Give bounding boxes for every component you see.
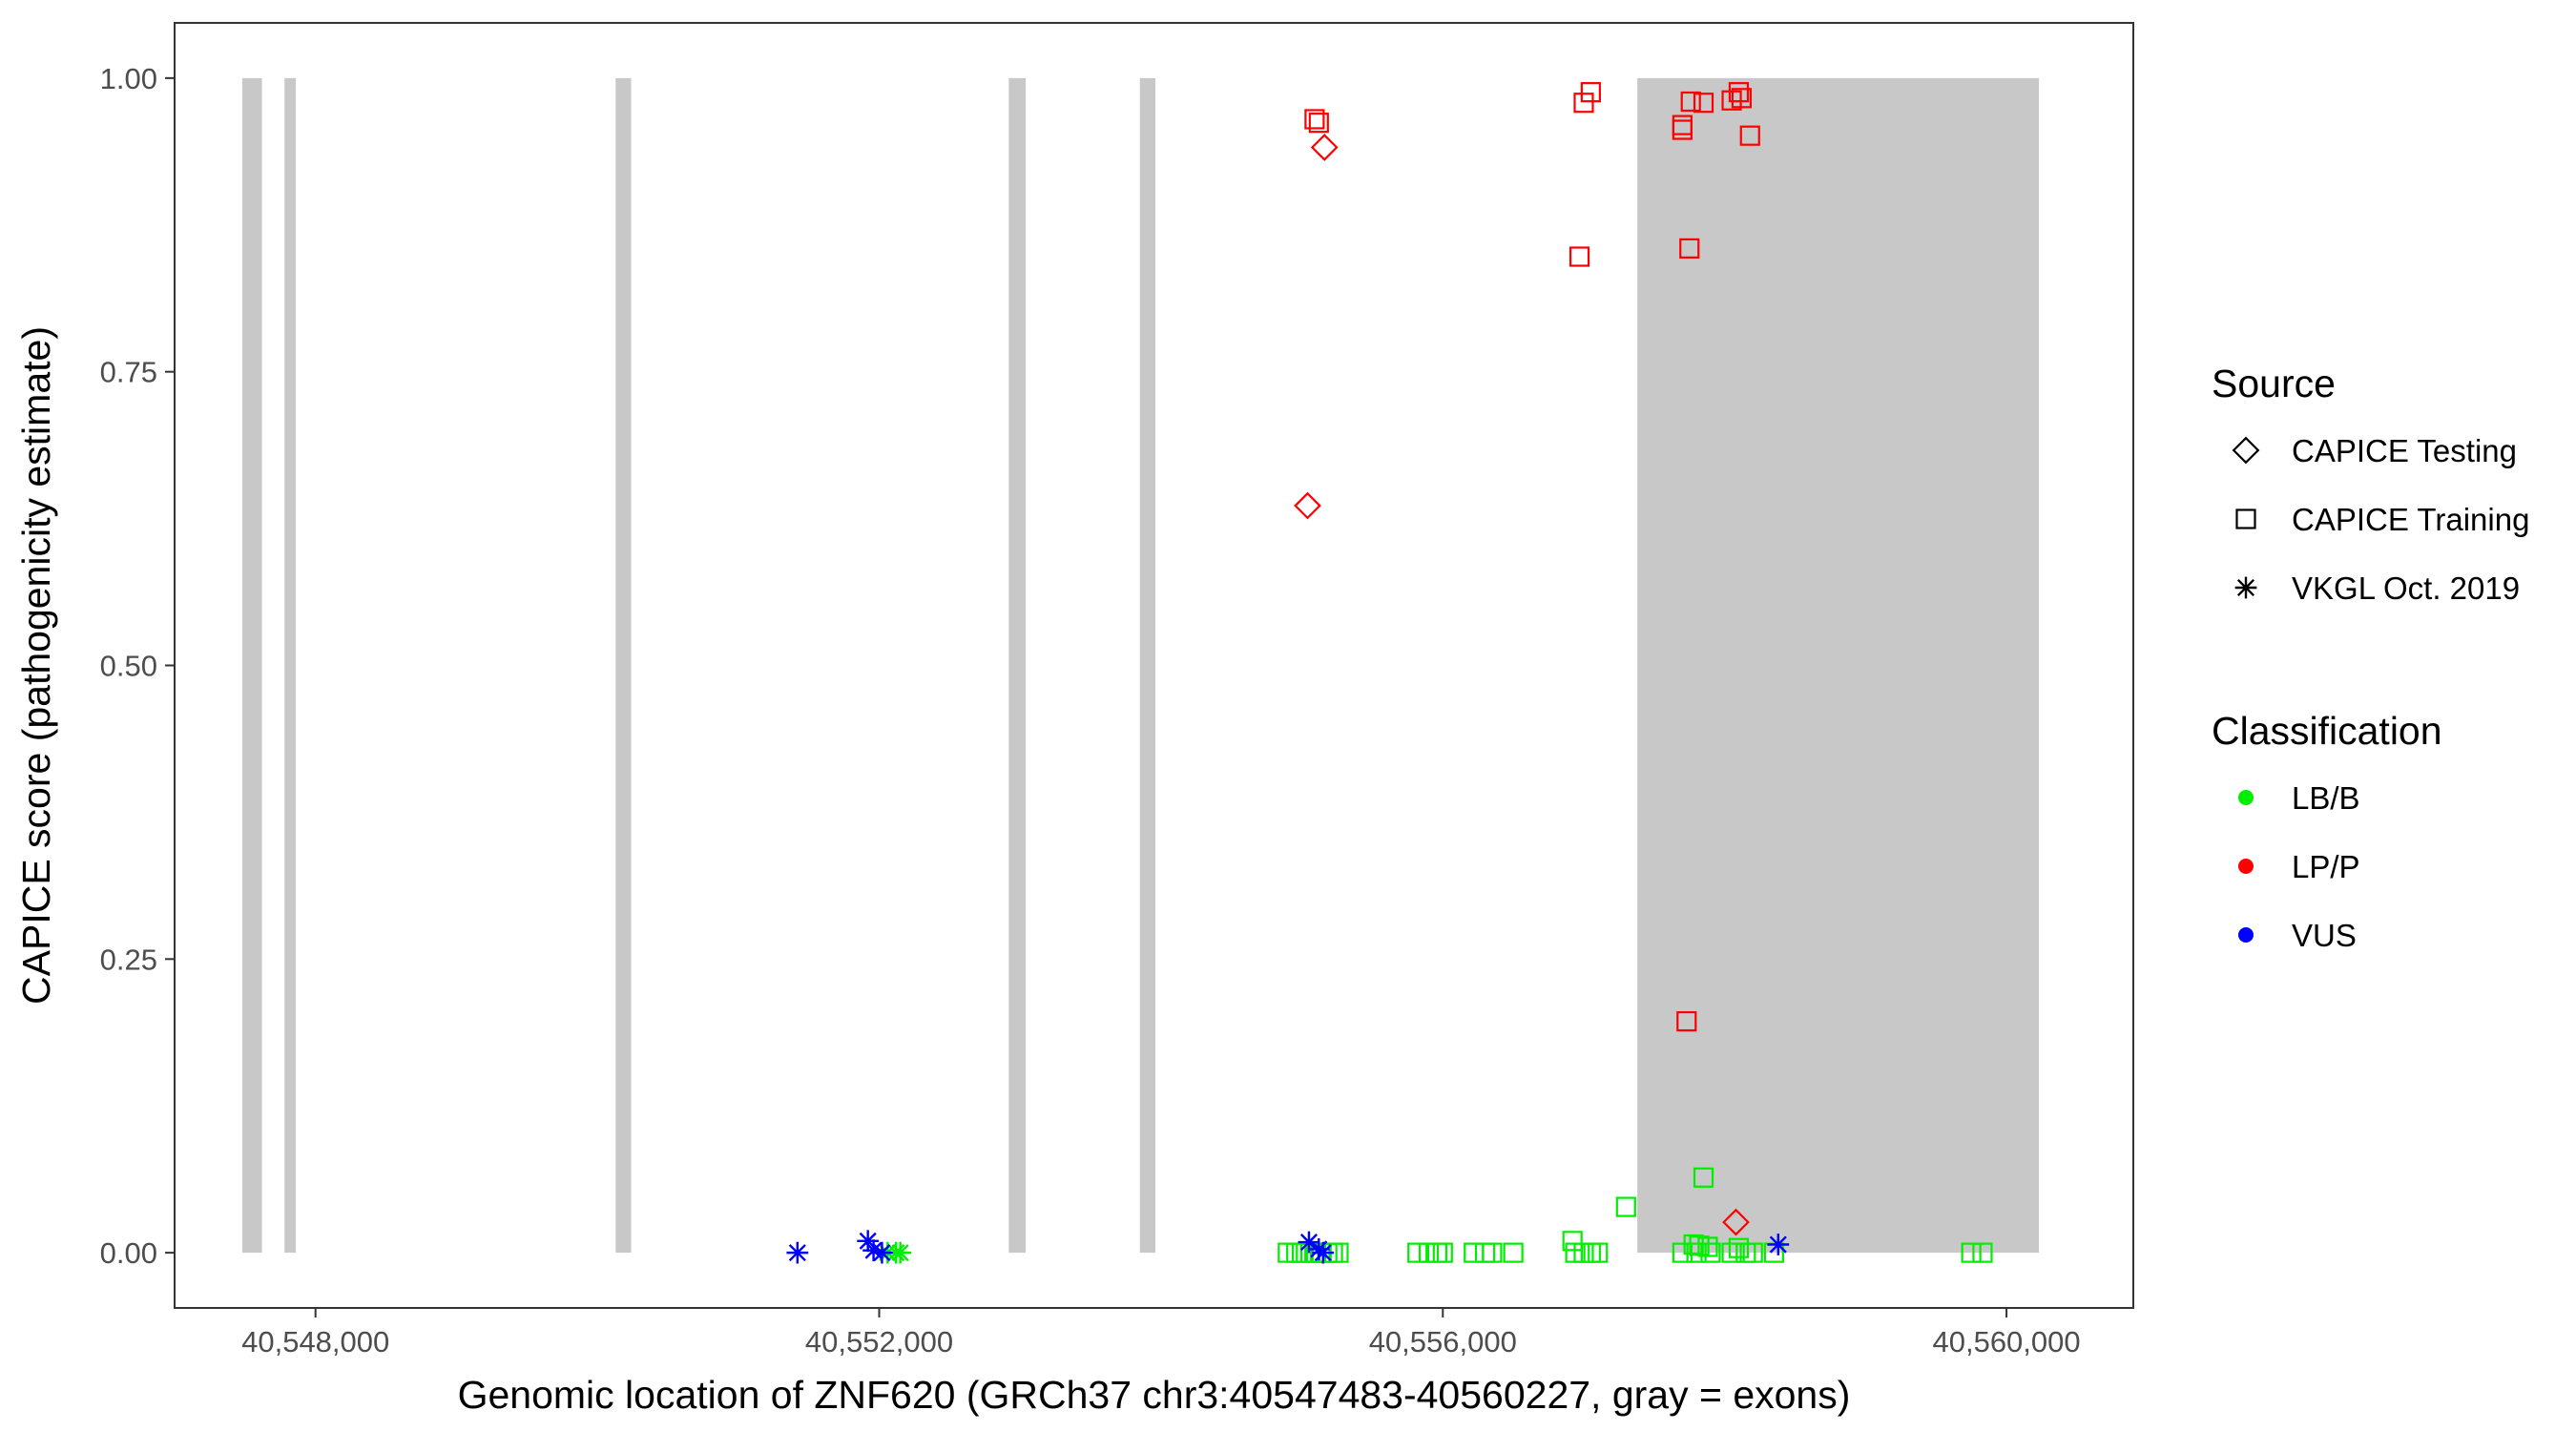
data-point xyxy=(1298,1231,1320,1254)
data-point xyxy=(786,1241,809,1264)
data-point xyxy=(1680,91,1701,113)
exon-bar xyxy=(241,77,262,1254)
exon-bar xyxy=(1008,77,1027,1254)
legend-source-key xyxy=(2235,508,2256,529)
data-point xyxy=(1482,1242,1503,1263)
data-point xyxy=(889,1241,912,1264)
y-tick-label: 0.50 xyxy=(100,650,157,683)
data-point xyxy=(1294,491,1321,520)
data-point xyxy=(1686,1242,1707,1263)
legend-source-title: Source xyxy=(2212,362,2336,405)
y-tick-label: 0.00 xyxy=(100,1236,157,1270)
y-tick-label: 1.00 xyxy=(100,62,157,95)
x-tick-label: 40,556,000 xyxy=(1369,1325,1517,1358)
exon-layer xyxy=(241,77,2040,1254)
legend-source-label: CAPICE Training xyxy=(2292,502,2529,537)
legend-classification-label: LB/B xyxy=(2292,780,2360,816)
data-point xyxy=(1312,1241,1335,1264)
data-point xyxy=(1407,1242,1428,1263)
data-point xyxy=(1568,246,1590,267)
data-point xyxy=(1580,82,1601,103)
data-point xyxy=(1615,1196,1636,1217)
legend-source-key xyxy=(2232,436,2260,465)
data-point xyxy=(1310,134,1339,161)
legend-classification-label: VUS xyxy=(2292,918,2357,953)
x-tick-label: 40,560,000 xyxy=(1932,1325,2080,1358)
data-point xyxy=(1562,1231,1583,1252)
x-tick-label: 40,552,000 xyxy=(805,1325,953,1358)
exon-bar xyxy=(1139,77,1155,1254)
data-point xyxy=(1588,1242,1609,1263)
data-point xyxy=(857,1230,880,1253)
data-point xyxy=(1693,1167,1714,1188)
legend-classification-key xyxy=(2238,790,2254,805)
legend-classification-label: LP/P xyxy=(2292,849,2360,884)
data-point xyxy=(1728,82,1750,103)
data-point xyxy=(1767,1234,1790,1255)
legend-source-label: VKGL Oct. 2019 xyxy=(2292,570,2520,606)
data-point xyxy=(1742,1242,1763,1263)
data-point xyxy=(1308,113,1329,134)
data-point xyxy=(871,1241,893,1264)
y-axis: 0.00 0.25 0.50 0.75 1.00 xyxy=(100,62,175,1270)
data-point xyxy=(1679,238,1700,259)
y-tick-label: 0.75 xyxy=(100,356,157,389)
data-point xyxy=(1739,125,1760,146)
data-point xyxy=(1972,1242,1993,1263)
legend-classification-title: Classification xyxy=(2212,709,2442,753)
data-point xyxy=(1728,1237,1750,1258)
data-point xyxy=(1731,88,1753,109)
data-point xyxy=(862,1239,884,1262)
data-point xyxy=(1722,1208,1750,1236)
data-point xyxy=(1961,1242,1982,1263)
data-point xyxy=(1693,93,1714,114)
data-point xyxy=(1503,1242,1524,1263)
legend-classification-key xyxy=(2238,927,2254,943)
points-layer xyxy=(786,82,1993,1264)
y-tick-label: 0.25 xyxy=(100,943,157,976)
exon-bar xyxy=(284,77,297,1254)
data-point xyxy=(1700,1242,1721,1263)
legend-source: Source CAPICE Testing CAPICE Training VKGL… xyxy=(2212,362,2529,606)
data-point xyxy=(1697,1236,1718,1257)
exon-bar xyxy=(615,77,632,1254)
legend-classification-key xyxy=(2238,859,2254,874)
x-axis: 40,548,000 40,552,000 40,556,000 40,560,000 xyxy=(241,1308,2081,1358)
legend-source-key xyxy=(2234,576,2257,599)
legend-classification: Classification LB/B LP/P VUS xyxy=(2212,709,2442,953)
x-axis-title: Genomic location of ZNF620 (GRCh37 chr3:… xyxy=(458,1373,1851,1417)
y-axis-title: CAPICE score (pathogenicity estimate) xyxy=(14,326,58,1005)
data-point xyxy=(1672,119,1693,140)
data-point xyxy=(1676,1010,1697,1032)
x-tick-label: 40,548,000 xyxy=(241,1325,389,1358)
data-point xyxy=(1573,93,1594,114)
data-point xyxy=(1304,109,1325,130)
legend-source-label: CAPICE Testing xyxy=(2292,433,2517,468)
data-point xyxy=(1432,1242,1453,1263)
exon-bar xyxy=(1637,77,2040,1254)
data-point xyxy=(1721,1242,1742,1263)
